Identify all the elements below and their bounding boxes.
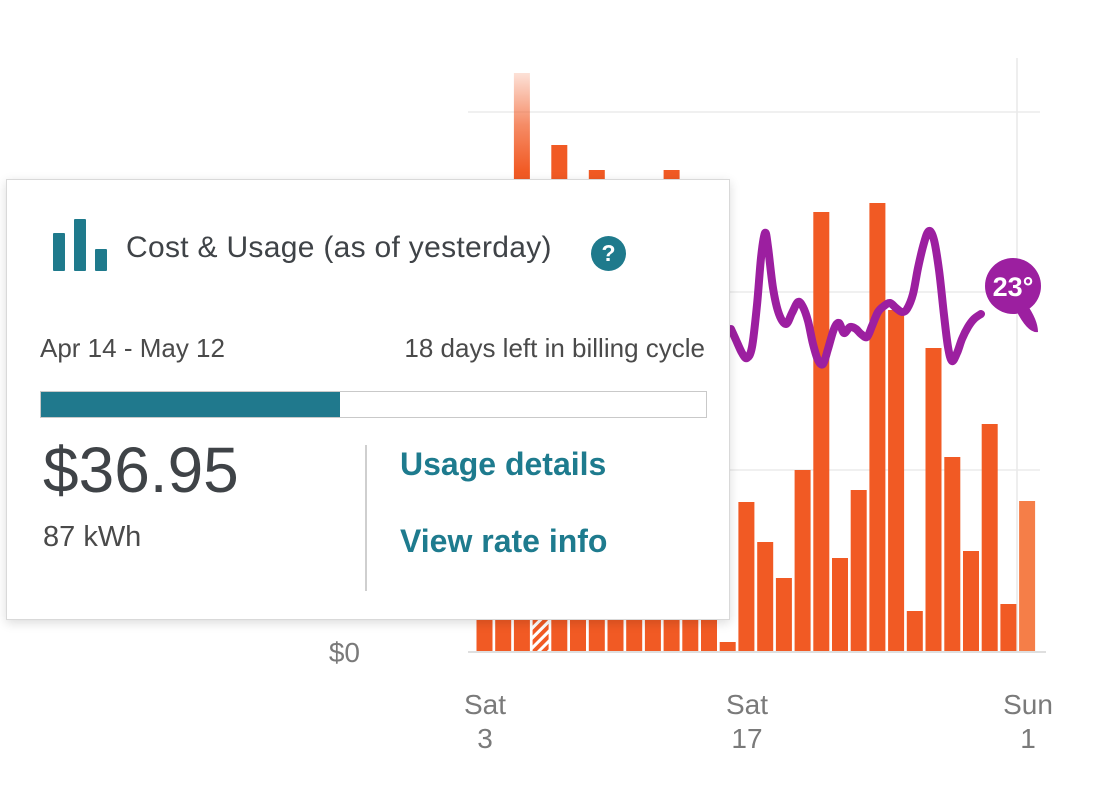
temperature-bubble — [985, 258, 1041, 314]
x-axis-tick-sat-17: Sat 17 — [687, 688, 807, 756]
usage-bar[interactable] — [813, 212, 830, 651]
view-rate-info-link[interactable]: View rate info — [400, 523, 608, 559]
usage-bar[interactable] — [906, 611, 923, 651]
usage-bar[interactable] — [869, 203, 886, 651]
usage-bar[interactable] — [888, 310, 905, 651]
billing-progress-bar — [40, 391, 707, 418]
x-tick-date: 3 — [477, 723, 493, 754]
usage-bar[interactable] — [850, 490, 867, 651]
help-icon[interactable]: ? — [591, 236, 626, 271]
cost-to-date: $36.95 — [43, 434, 239, 506]
x-tick-date: 1 — [1020, 723, 1036, 754]
x-axis-tick-sun-1: Sun 1 — [968, 688, 1088, 756]
usage-bar[interactable] — [738, 502, 755, 651]
divider — [365, 445, 367, 591]
usage-bar[interactable] — [794, 470, 811, 651]
days-left-label: 18 days left in billing cycle — [404, 333, 705, 363]
usage-bar[interactable] — [719, 642, 736, 651]
billing-progress-fill — [41, 392, 341, 417]
x-tick-day: Sat — [725, 689, 769, 720]
x-tick-day: Sun — [1003, 689, 1053, 720]
usage-bar[interactable] — [944, 457, 961, 651]
x-axis-tick-sat-3: Sat 3 — [425, 688, 545, 756]
billing-period: Apr 14 - May 12 — [40, 333, 225, 363]
bar-chart-icon — [53, 219, 109, 271]
billing-cycle-row: Apr 14 - May 12 18 days left in billing … — [40, 333, 705, 364]
usage-bar[interactable] — [775, 578, 792, 651]
card-title: Cost & Usage (as of yesterday) — [126, 231, 552, 264]
usage-bar[interactable] — [981, 424, 998, 651]
x-tick-date: 17 — [731, 723, 763, 754]
usage-bar[interactable] — [925, 348, 942, 651]
cost-usage-card: Cost & Usage (as of yesterday) ? Apr 14 … — [6, 179, 730, 620]
usage-bar[interactable] — [963, 551, 979, 651]
temperature-value: 23° — [993, 272, 1034, 302]
usage-bar[interactable] — [1019, 501, 1036, 651]
usage-bar[interactable] — [1000, 604, 1017, 651]
x-tick-day: Sat — [463, 689, 507, 720]
y-axis-label-zero: $0 — [328, 637, 360, 668]
usage-bar[interactable] — [832, 558, 848, 651]
usage-bar[interactable] — [757, 542, 774, 651]
usage-details-link[interactable]: Usage details — [400, 446, 607, 482]
usage-to-date: 87 kWh — [43, 521, 142, 553]
temperature-line — [727, 226, 985, 369]
